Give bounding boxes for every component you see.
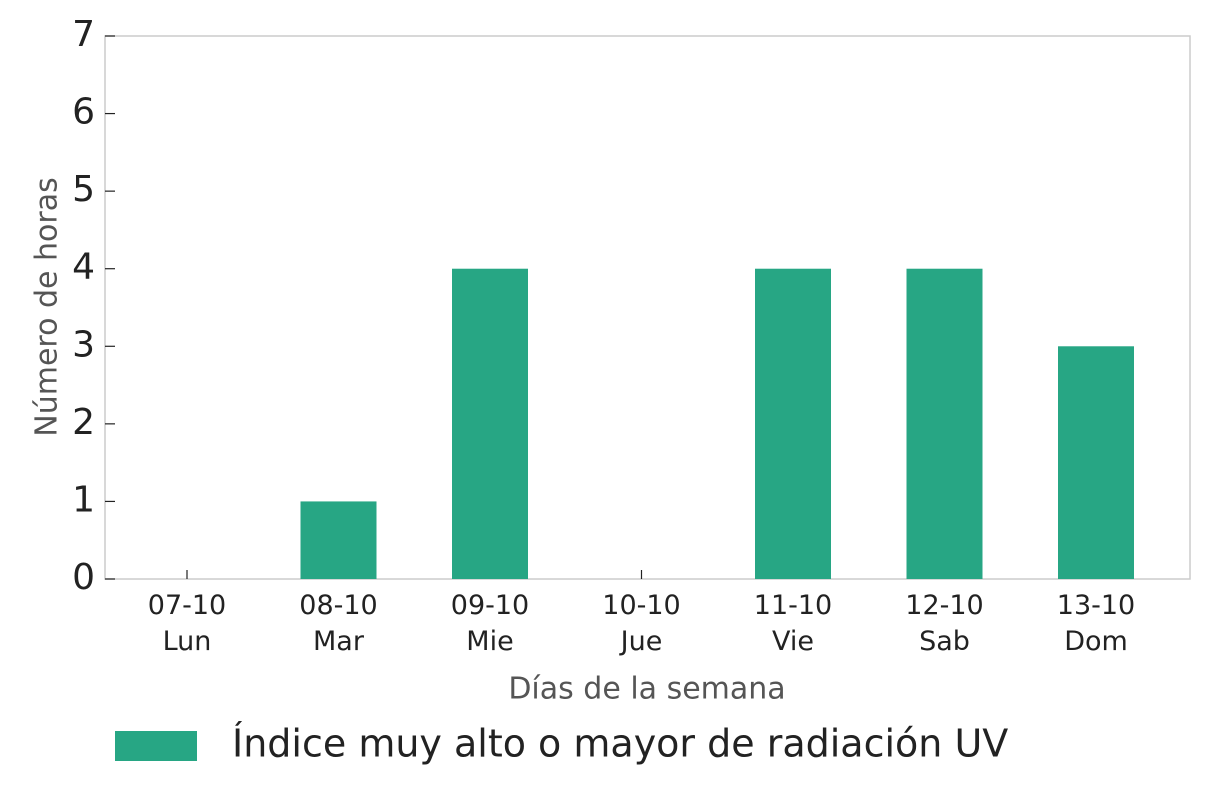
bar	[1058, 346, 1134, 579]
y-tick-label: 6	[72, 92, 95, 133]
y-tick-label: 4	[72, 247, 95, 288]
x-tick-label-line: 12-10	[905, 590, 983, 621]
plot-frame	[104, 35, 1191, 580]
legend-label: Índice muy alto o mayor de radiación UV	[232, 722, 1008, 766]
bar	[300, 501, 377, 579]
x-tick-label: 09-10 Mie	[451, 590, 529, 657]
x-tick-label: 13-10 Dom	[1057, 590, 1135, 657]
x-axis-label: Días de la semana	[508, 672, 785, 707]
x-tick-label-line: Jue	[619, 626, 663, 657]
x-tick-label-line: Lun	[163, 626, 212, 657]
x-tick-label: 10-10 Jue	[602, 590, 680, 657]
x-tick-label: 07-10 Lun	[148, 590, 226, 657]
y-tick-label: 0	[72, 557, 95, 598]
bar	[906, 268, 983, 579]
x-tick-label: 08-10 Mar	[299, 590, 377, 657]
y-tick-label: 7	[72, 14, 95, 55]
y-tick-label: 3	[72, 324, 95, 365]
x-tick-label-line: Vie	[772, 626, 814, 657]
x-tick-label-line: 07-10	[148, 590, 226, 621]
x-tick-label: 11-10 Vie	[754, 590, 832, 657]
x-tick-label: 12-10 Sab	[905, 590, 983, 657]
y-axis-label: Número de horas	[30, 177, 65, 436]
y-tick-label: 1	[72, 479, 95, 520]
x-tick-label-line: 13-10	[1057, 590, 1135, 621]
x-tick-label-line: Mar	[313, 626, 365, 657]
bar	[452, 268, 528, 579]
x-tick-label-line: 08-10	[299, 590, 377, 621]
x-tick-label-line: 10-10	[602, 590, 680, 621]
y-tick-label: 5	[72, 169, 95, 210]
legend-swatch	[115, 731, 197, 761]
x-tick-label-line: 09-10	[451, 590, 529, 621]
y-tick-label: 2	[72, 402, 95, 443]
x-tick-label-line: 11-10	[754, 590, 832, 621]
bar	[755, 268, 831, 579]
x-tick-label-line: Mie	[466, 626, 513, 657]
x-tick-label-line: Sab	[919, 626, 970, 657]
x-tick-label-line: Dom	[1064, 626, 1128, 657]
